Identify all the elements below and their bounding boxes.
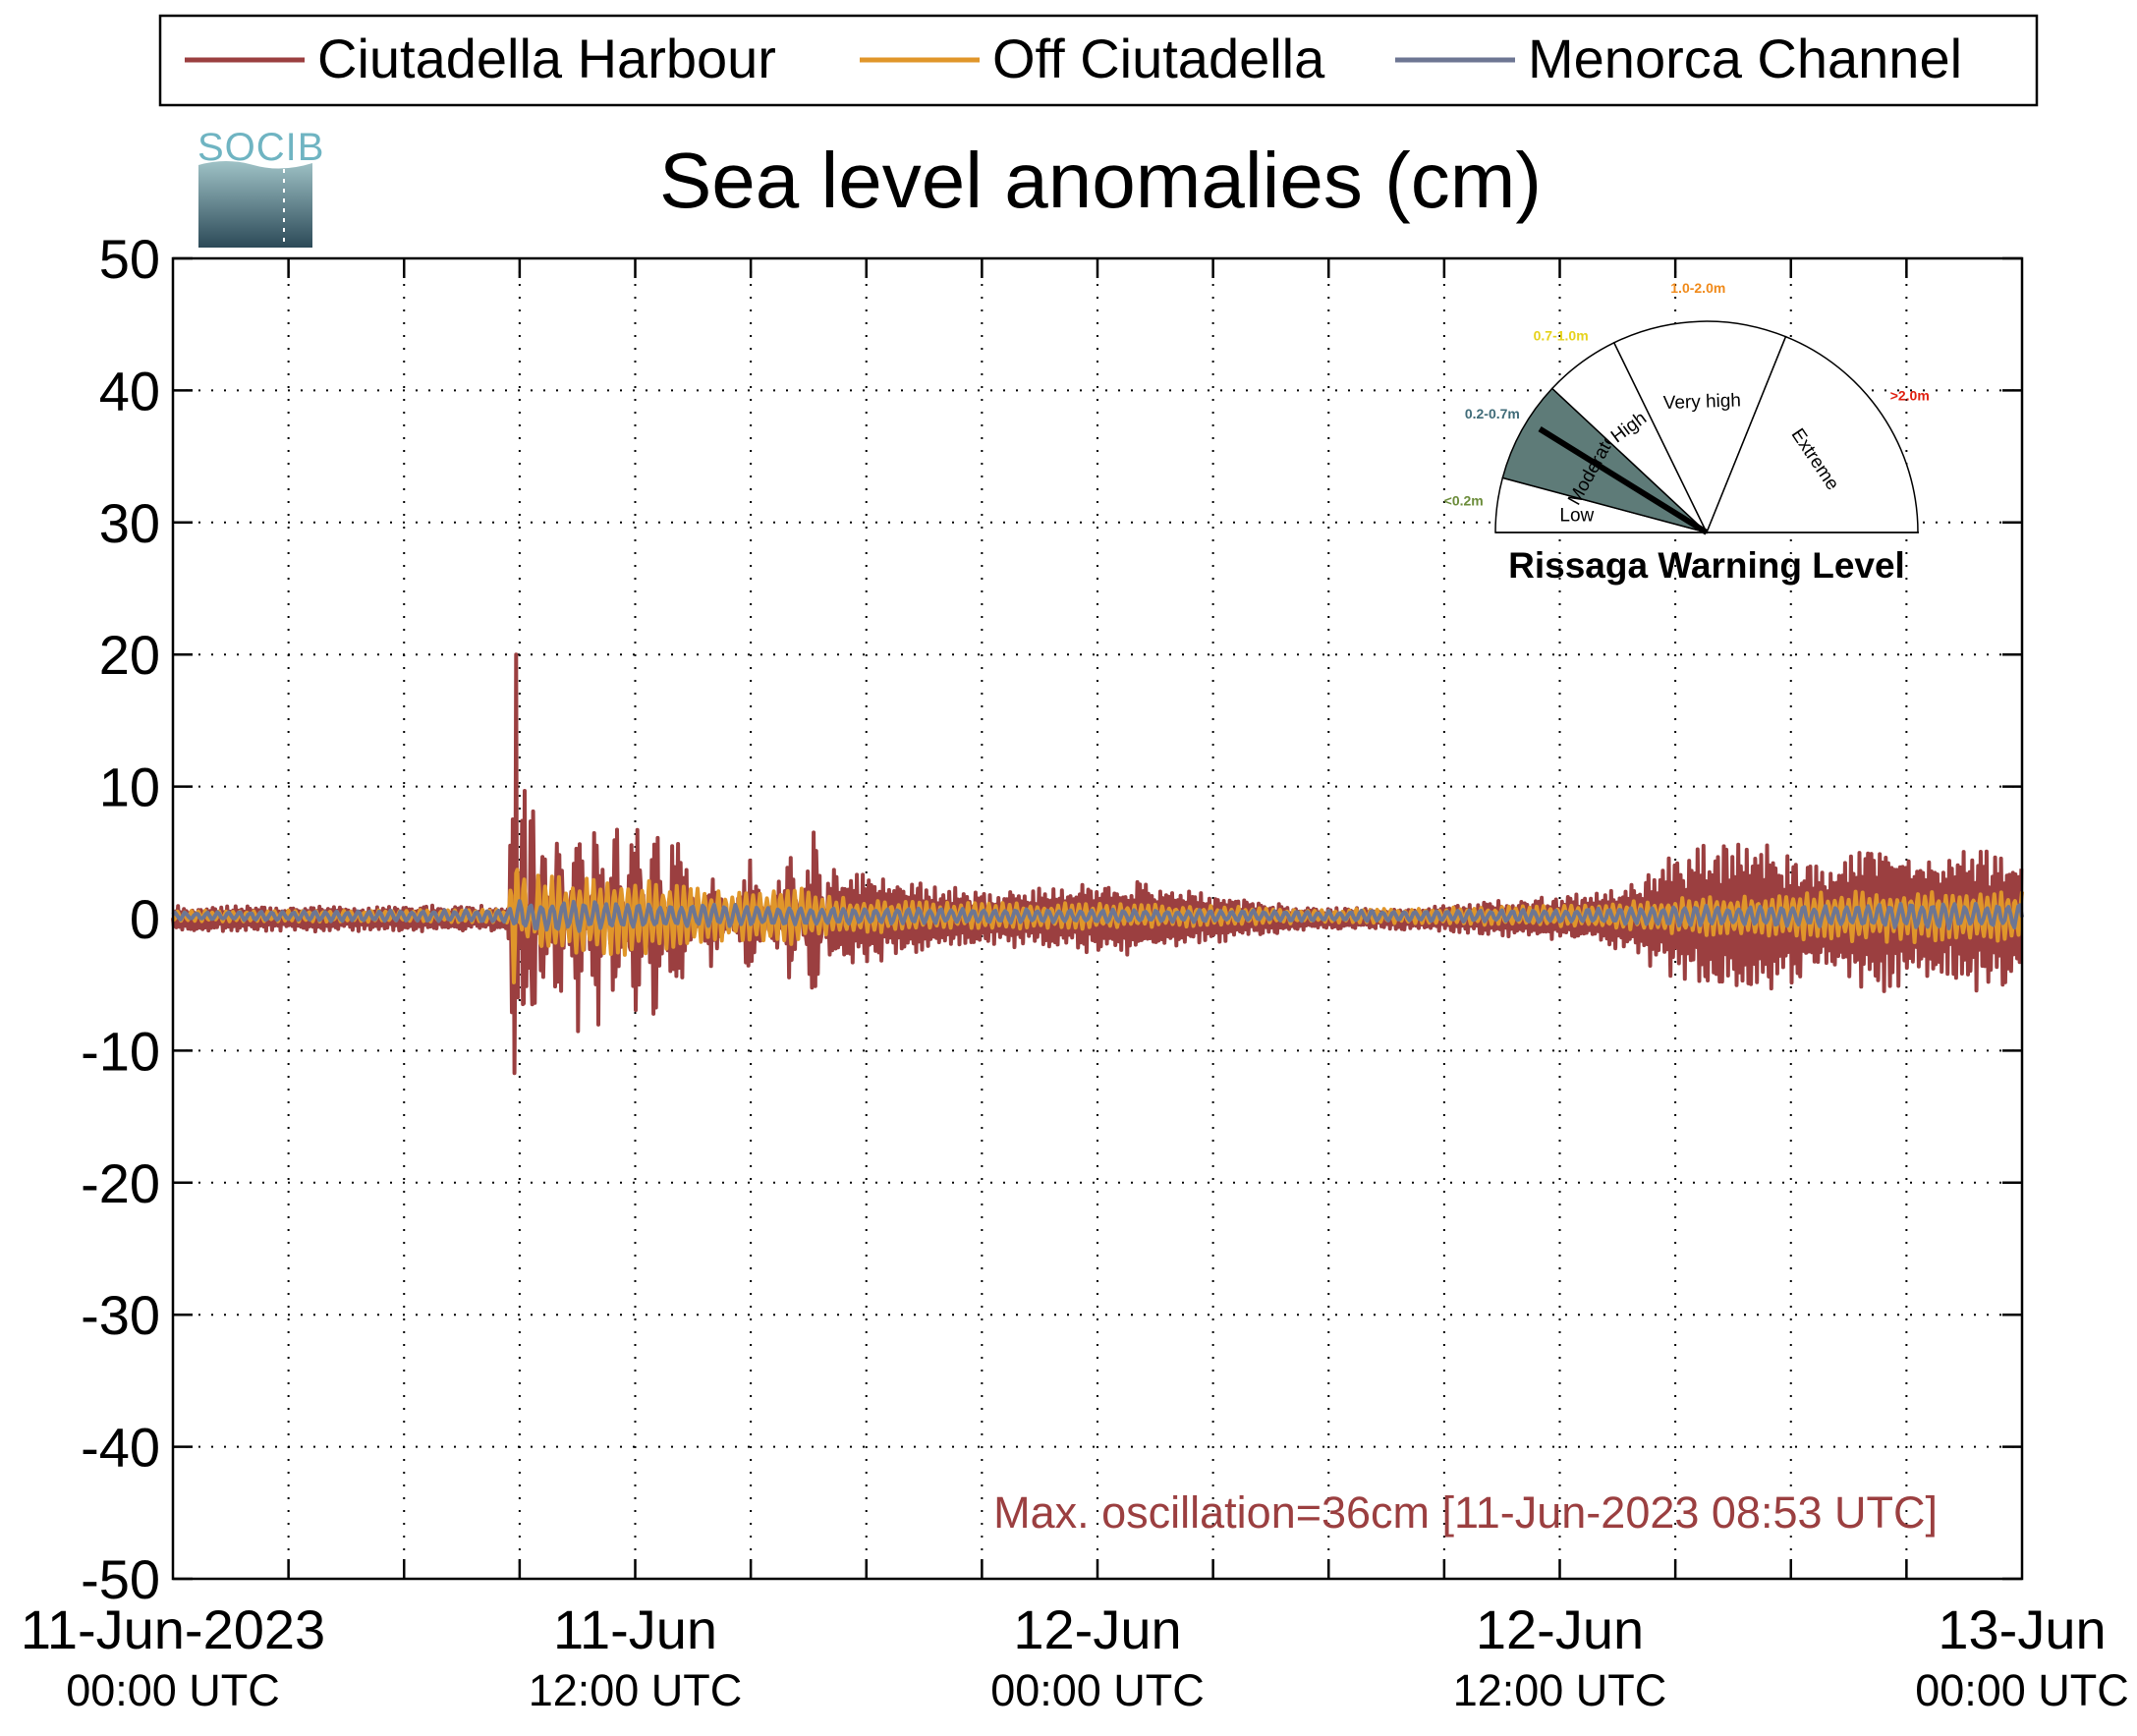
gauge-range-label: 1.0-2.0m [1670, 280, 1725, 296]
x-tick-label: 12-Jun [1476, 1598, 1644, 1660]
chart-title: Sea level anomalies (cm) [659, 137, 1542, 224]
gauge-range-label: 0.7-1.0m [1534, 328, 1589, 344]
legend-label-menorca-channel: Menorca Channel [1528, 28, 1962, 89]
gauge-sector [1501, 387, 1708, 533]
y-tick-label: 50 [99, 228, 160, 290]
plot-frame [171, 256, 2024, 1581]
legend: Ciutadella Harbour Off Ciutadella Menorc… [158, 14, 2039, 107]
y-tick-label: 0 [130, 888, 160, 950]
x-tick-sublabel: 00:00 UTC [1915, 1665, 2129, 1715]
y-tick-label: -20 [81, 1152, 160, 1214]
gauge-sector [1705, 335, 1919, 533]
legend-label-off-ciutadella: Off Ciutadella [992, 28, 1325, 89]
socib-logo-wave [198, 161, 312, 248]
gauge-range-label: >2.0m [1890, 388, 1930, 404]
gauge-sector-label: Very high [1662, 390, 1741, 414]
x-tick-sublabel: 00:00 UTC [990, 1665, 1205, 1715]
series-lines [171, 652, 2024, 1076]
gauge-needle [1538, 426, 1709, 535]
y-tick-label: 20 [99, 624, 160, 686]
series-line-menorca-channel [171, 899, 2024, 933]
y-tick-label: 30 [99, 492, 160, 554]
y-tick-label: -40 [81, 1417, 160, 1479]
x-tick-label: 11-Jun-2023 [21, 1598, 325, 1660]
series-line-ciutadella-harbour [171, 652, 2024, 1076]
legend-box [158, 14, 2039, 107]
y-tick-label: -50 [81, 1548, 160, 1610]
socib-logo: SOCIB [197, 126, 323, 248]
gauge-range-label: 0.2-0.7m [1465, 406, 1520, 421]
x-tick-label: 12-Jun [1013, 1598, 1181, 1660]
gauge-sector-label: Low [1559, 506, 1594, 527]
legend-label-ciutadella-harbour: Ciutadella Harbour [317, 28, 776, 89]
y-axis: 50 40 30 20 10 0 -10 -20 -30 -40 -50 [81, 228, 2022, 1610]
x-tick-sublabel: 00:00 UTC [66, 1665, 280, 1715]
y-tick-label: 10 [99, 756, 160, 818]
gauge-sector [1612, 320, 1787, 534]
x-tick-sublabel: 12:00 UTC [529, 1665, 743, 1715]
max-oscillation-annotation: Max. oscillation=36cm [11-Jun-2023 08:53… [993, 1487, 1938, 1538]
y-tick-label: -30 [81, 1284, 160, 1346]
y-tick-label: -10 [81, 1020, 160, 1082]
gauge-title: Rissaga Warning Level [1508, 545, 1905, 586]
gauge-range-label: <0.2m [1444, 492, 1484, 508]
x-tick-label: 13-Jun [1938, 1598, 2106, 1660]
x-tick-label: 11-Jun [553, 1598, 717, 1660]
y-tick-label: 40 [99, 360, 160, 421]
x-tick-sublabel: 12:00 UTC [1453, 1665, 1667, 1715]
